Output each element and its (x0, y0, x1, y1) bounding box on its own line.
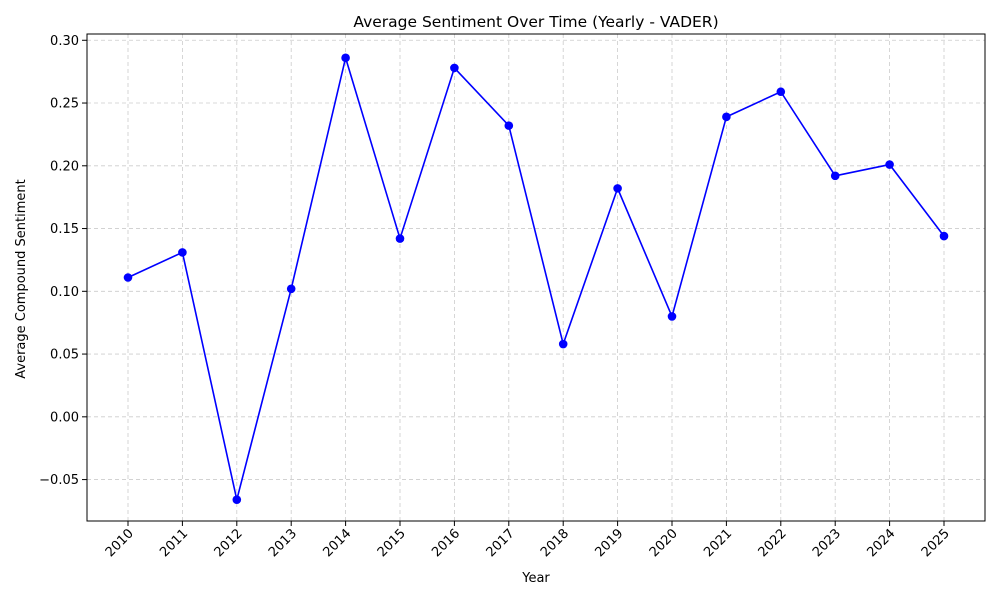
data-point (667, 312, 677, 321)
data-point (504, 121, 514, 130)
data-point (558, 339, 568, 349)
data-point (776, 87, 786, 97)
x-tick-label: 2011 (157, 526, 191, 560)
data-point (885, 160, 894, 169)
y-tick-label: 0.25 (50, 97, 79, 112)
series-line (127, 54, 945, 500)
y-tick-label: 0.05 (50, 348, 79, 363)
plot-frame (86, 33, 986, 522)
data-point (830, 171, 840, 181)
x-tick-label: 2023 (810, 526, 844, 560)
data-point (613, 184, 622, 193)
x-tick-label: 2013 (266, 526, 300, 560)
data-point (341, 53, 350, 63)
y-tick-label: 0.20 (50, 159, 79, 174)
x-tick-label: 2012 (212, 526, 246, 560)
data-point (178, 248, 187, 257)
x-tick-label: 2010 (103, 526, 137, 560)
x-tick-label: 2019 (592, 526, 626, 560)
x-tick-label: 2022 (756, 526, 790, 560)
data-point (450, 63, 459, 73)
data-point (123, 273, 133, 282)
series-line-layer (127, 54, 945, 500)
y-axis-label: Average Compound Sentiment (14, 179, 29, 378)
marker-layer (123, 53, 949, 504)
x-tick-label: 2021 (701, 526, 735, 560)
data-point (232, 495, 242, 504)
grid (87, 34, 985, 521)
y-tick-label: 0.30 (50, 34, 79, 49)
x-tick-label: 2024 (864, 526, 898, 560)
y-tick-label: 0.15 (50, 222, 79, 237)
x-tick-label: 2017 (484, 526, 518, 560)
data-point (722, 112, 731, 122)
y-tick-label: 0.00 (50, 410, 79, 425)
data-point (286, 284, 296, 294)
data-point (939, 231, 949, 241)
x-tick-label: 2018 (538, 526, 572, 560)
chart-title: Average Sentiment Over Time (Yearly - VA… (353, 13, 718, 31)
y-tick-label: 0.10 (50, 285, 79, 300)
x-tick-label: 2014 (320, 526, 354, 560)
x-tick-label: 2016 (429, 526, 463, 560)
x-tick-label: 2020 (647, 526, 681, 560)
data-point (395, 234, 405, 243)
x-axis-ticks: 2010 2011 2012 2013 2014 2015 2016 2017 2018 2019… (103, 521, 953, 560)
x-axis-label: Year (521, 571, 550, 586)
x-tick-label: 2025 (919, 526, 953, 560)
x-tick-label: 2015 (375, 526, 409, 560)
y-axis-ticks: −0.05 0.00 0.05 0.10 0.15 0.20 0.25 0.30 (39, 34, 87, 488)
y-tick-label: −0.05 (39, 473, 79, 488)
